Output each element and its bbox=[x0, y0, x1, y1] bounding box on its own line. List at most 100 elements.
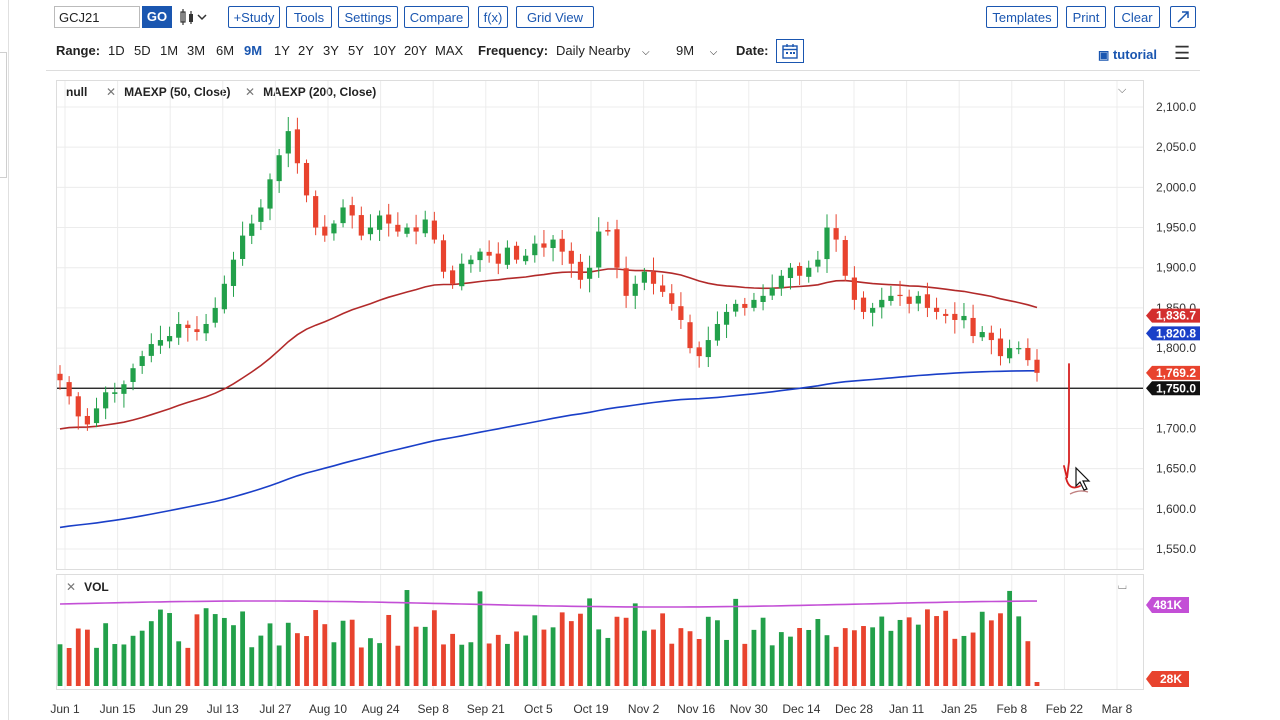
y-tick-label: 1,550.0 bbox=[1156, 542, 1196, 556]
candle-body bbox=[322, 226, 328, 236]
volume-bar bbox=[514, 631, 519, 686]
candle-body bbox=[504, 247, 511, 265]
volume-legend: ✕ VOL bbox=[66, 580, 109, 594]
compare-button[interactable]: Compare bbox=[404, 6, 469, 28]
clear-button[interactable]: Clear bbox=[1114, 6, 1160, 28]
x-tick-label: Jul 13 bbox=[207, 702, 239, 716]
volume-bar bbox=[632, 603, 638, 686]
candle-body bbox=[57, 373, 63, 381]
candle-body bbox=[194, 329, 200, 333]
hamburger-icon[interactable]: ☰ bbox=[1174, 43, 1191, 63]
templates-button[interactable]: Templates bbox=[986, 6, 1058, 28]
candle-body bbox=[906, 296, 912, 304]
volume-bar bbox=[486, 643, 492, 686]
candle-body bbox=[93, 408, 100, 424]
close-icon[interactable]: ✕ bbox=[106, 85, 117, 99]
volume-bar bbox=[322, 624, 328, 686]
print-button[interactable]: Print bbox=[1066, 6, 1106, 28]
volume-bar bbox=[477, 591, 483, 686]
volume-bar bbox=[970, 632, 976, 686]
candle-body bbox=[404, 227, 410, 234]
candle-body bbox=[513, 245, 520, 260]
volume-bar bbox=[267, 623, 273, 686]
study-label: MAEXP (50, Close) bbox=[124, 85, 231, 99]
volume-bar bbox=[422, 626, 428, 686]
range-3y[interactable]: 3Y bbox=[323, 43, 339, 58]
grid-view-button[interactable]: Grid View bbox=[516, 6, 594, 28]
candle-body bbox=[230, 259, 237, 286]
x-tick-label: Feb 22 bbox=[1046, 702, 1084, 716]
range-5d[interactable]: 5D bbox=[134, 43, 151, 58]
frequency-value: Daily Nearby bbox=[556, 43, 631, 58]
volume-label-tag bbox=[1146, 597, 1189, 613]
range-10y[interactable]: 10Y bbox=[373, 43, 397, 58]
expand-button[interactable] bbox=[1170, 6, 1196, 28]
volume-bar bbox=[541, 629, 547, 686]
range-9m[interactable]: 9M bbox=[244, 43, 263, 58]
candle-body bbox=[139, 356, 145, 366]
frequency-select[interactable]: Daily Nearby ⌵ bbox=[556, 43, 650, 58]
fx-button[interactable]: f(x) bbox=[478, 6, 508, 28]
study-legend-ma200[interactable]: ✕ MAEXP (200, Close) bbox=[245, 85, 376, 99]
candle-body bbox=[112, 392, 118, 394]
candle-body bbox=[842, 240, 848, 276]
tools-button[interactable]: Tools bbox=[286, 6, 332, 28]
volume-bar bbox=[815, 619, 821, 686]
tutorial-link[interactable]: ▣ tutorial bbox=[1098, 47, 1157, 62]
volume-bar bbox=[724, 639, 729, 686]
volume-bar bbox=[897, 619, 903, 686]
candle-body bbox=[75, 396, 81, 417]
close-icon[interactable]: ✕ bbox=[245, 85, 256, 99]
volume-bar bbox=[660, 613, 666, 686]
candle-body bbox=[860, 297, 867, 312]
x-tick-label: Mar 8 bbox=[1102, 702, 1133, 716]
period-select[interactable]: 9M ⌵ bbox=[676, 43, 717, 58]
candle-body bbox=[943, 313, 949, 316]
range-5y[interactable]: 5Y bbox=[348, 43, 364, 58]
volume-bar bbox=[988, 620, 994, 686]
go-button[interactable]: GO bbox=[142, 6, 172, 28]
date-picker-button[interactable] bbox=[776, 39, 804, 63]
chevron-up-icon[interactable]: ⌴ bbox=[1118, 580, 1127, 592]
symbol-input[interactable]: GCJ21 bbox=[54, 6, 140, 28]
range-6m[interactable]: 6M bbox=[216, 43, 235, 58]
candle-body bbox=[660, 285, 666, 292]
range-1d[interactable]: 1D bbox=[108, 43, 125, 58]
range-1m[interactable]: 1M bbox=[160, 43, 179, 58]
period-value: 9M bbox=[676, 43, 695, 58]
tutorial-label: tutorial bbox=[1112, 47, 1158, 62]
candle-body bbox=[459, 263, 465, 287]
range-20y[interactable]: 20Y bbox=[404, 43, 428, 58]
candle-body bbox=[84, 415, 90, 425]
range-1y[interactable]: 1Y bbox=[274, 43, 290, 58]
candle-body bbox=[714, 323, 721, 341]
range-max[interactable]: MAX bbox=[435, 43, 464, 58]
x-tick-label: Sep 8 bbox=[418, 702, 450, 716]
volume-bar bbox=[258, 635, 264, 686]
volume-bar bbox=[733, 598, 739, 686]
candle-body bbox=[358, 215, 364, 236]
range-3m[interactable]: 3M bbox=[187, 43, 206, 58]
chevron-down-icon[interactable]: ⌵ bbox=[1118, 84, 1127, 96]
candle-body bbox=[249, 223, 255, 236]
ma200-line bbox=[59, 370, 1037, 529]
candle-body bbox=[276, 155, 282, 182]
volume-bar bbox=[934, 616, 939, 686]
chart-type-select[interactable] bbox=[178, 6, 212, 28]
candle-body bbox=[376, 215, 383, 230]
candle-body bbox=[176, 323, 182, 338]
candle-body bbox=[924, 294, 931, 308]
y-tick-label: 1,950.0 bbox=[1156, 221, 1196, 235]
study-button[interactable]: +Study bbox=[228, 6, 280, 28]
x-tick-label: Oct 19 bbox=[573, 702, 609, 716]
range-2y[interactable]: 2Y bbox=[298, 43, 314, 58]
volume-bar bbox=[94, 647, 99, 686]
close-icon[interactable]: ✕ bbox=[66, 580, 77, 594]
volume-bar bbox=[377, 643, 382, 686]
volume-bar bbox=[861, 626, 866, 686]
candle-body bbox=[733, 303, 739, 312]
candlestick-icon bbox=[180, 9, 207, 25]
study-legend-ma50[interactable]: ✕ MAEXP (50, Close) bbox=[106, 85, 231, 99]
settings-button[interactable]: Settings bbox=[338, 6, 398, 28]
